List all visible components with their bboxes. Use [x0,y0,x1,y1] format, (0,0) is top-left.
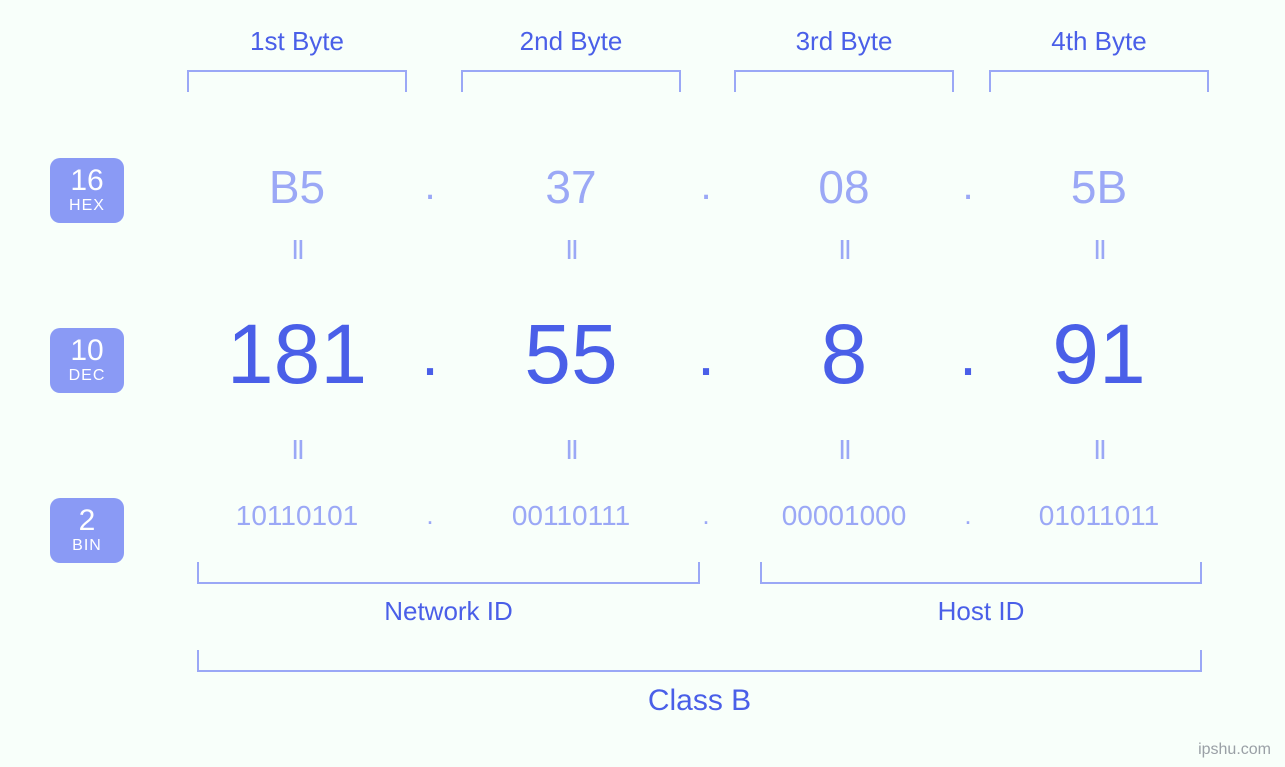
hex-byte-3: 08 [714,160,974,214]
byte-header-1: 1st Byte [187,26,407,57]
bracket-class [197,650,1202,672]
hex-byte-2: 37 [441,160,701,214]
hex-byte-1: B5 [167,160,427,214]
dec-dot-1: . [410,316,450,390]
hex-dot-1: . [410,164,450,209]
bin-dot-3: . [948,500,988,531]
equals-234-4: II [1079,234,1119,266]
byte-header-3: 3rd Byte [734,26,954,57]
equals-234-3: II [824,234,864,266]
badge-bin-label: BIN [50,537,124,555]
byte-bracket-2 [461,70,681,92]
watermark: ipshu.com [1198,741,1271,759]
hex-dot-2: . [686,164,726,209]
dec-dot-3: . [948,316,988,390]
byte-header-4: 4th Byte [989,26,1209,57]
dec-byte-1: 181 [167,306,427,403]
byte-bracket-4 [989,70,1209,92]
equals-434-3: II [824,434,864,466]
dec-byte-3: 8 [714,306,974,403]
badge-dec: 10DEC [50,328,124,393]
byte-bracket-1 [187,70,407,92]
label-network: Network ID [197,596,700,627]
badge-bin-num: 2 [50,504,124,537]
hex-dot-3: . [948,164,988,209]
bin-byte-3: 00001000 [714,500,974,532]
badge-bin: 2BIN [50,498,124,563]
byte-bracket-3 [734,70,954,92]
equals-234-2: II [551,234,591,266]
bin-dot-1: . [410,500,450,531]
dec-byte-2: 55 [441,306,701,403]
badge-dec-label: DEC [50,367,124,385]
label-class: Class B [197,684,1202,718]
bracket-network [197,562,700,584]
bin-byte-4: 01011011 [969,500,1229,532]
badge-hex: 16HEX [50,158,124,223]
bin-byte-2: 00110111 [441,500,701,532]
equals-234-1: II [277,234,317,266]
dec-byte-4: 91 [969,306,1229,403]
bin-byte-1: 10110101 [167,500,427,532]
equals-434-1: II [277,434,317,466]
badge-hex-label: HEX [50,197,124,215]
equals-434-4: II [1079,434,1119,466]
byte-header-2: 2nd Byte [461,26,681,57]
label-host: Host ID [760,596,1202,627]
badge-hex-num: 16 [50,164,124,197]
equals-434-2: II [551,434,591,466]
dec-dot-2: . [686,316,726,390]
hex-byte-4: 5B [969,160,1229,214]
bin-dot-2: . [686,500,726,531]
badge-dec-num: 10 [50,334,124,367]
bracket-host [760,562,1202,584]
